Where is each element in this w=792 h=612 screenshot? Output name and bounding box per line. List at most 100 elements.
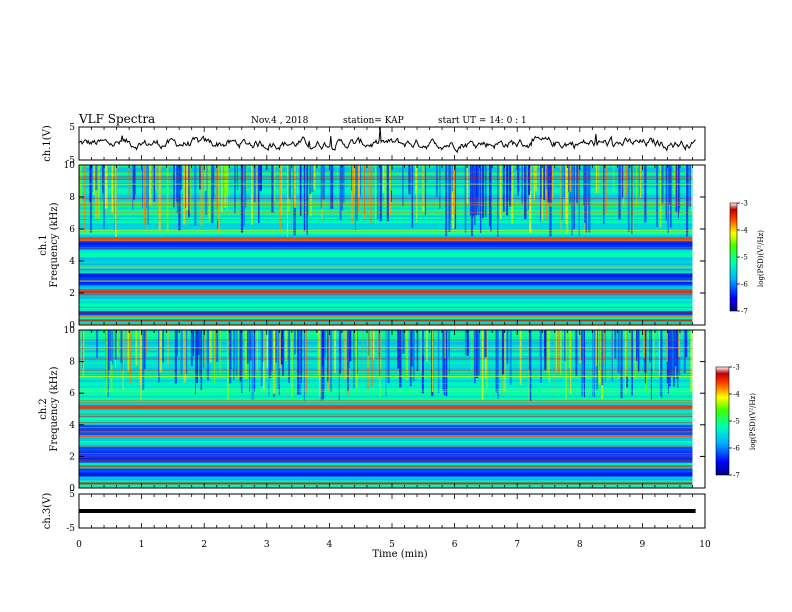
spectrogram-streak — [504, 330, 506, 392]
spectrogram-band — [79, 409, 693, 412]
spectrogram-streak — [211, 165, 214, 224]
spectrogram-band — [79, 277, 693, 280]
spectrogram-streak — [402, 330, 405, 354]
spectrogram-streak — [109, 330, 112, 361]
spectrogram-streak — [329, 165, 331, 210]
spectrogram-streak — [519, 330, 522, 385]
spectrogram-streak — [579, 330, 582, 363]
colorbar-tick-label: -6 — [733, 445, 740, 453]
spectrogram-band — [79, 436, 693, 440]
spectrogram-streak — [239, 330, 242, 382]
spectrogram-streak — [227, 330, 229, 400]
spectrogram-streak — [255, 165, 257, 204]
spectrogram-streak — [180, 165, 182, 190]
spectrogram-band — [79, 478, 693, 481]
spectrogram-streak — [495, 330, 498, 393]
spectrogram-band — [79, 287, 693, 290]
spectrogram-streak — [173, 165, 175, 208]
figure-title: VLF Spectra — [78, 112, 155, 126]
spectrogram-streak — [195, 330, 196, 395]
spectrogram-band — [79, 275, 693, 278]
spectrogram-streak — [478, 330, 481, 376]
spectrogram-streak — [634, 330, 637, 379]
spectrogram-streak — [453, 165, 456, 215]
spectrogram-streak — [563, 165, 565, 198]
spectrogram-band — [79, 468, 693, 471]
spectrogram-streak — [223, 165, 226, 196]
spectrogram-streak — [114, 165, 117, 237]
spectrogram-streak — [95, 165, 97, 220]
spectrogram-band — [79, 307, 693, 310]
spectrogram-band — [79, 426, 693, 430]
spectrogram-streak — [330, 165, 334, 209]
spectrogram-streak — [659, 165, 662, 228]
colorbar-tick-label: -5 — [741, 254, 748, 262]
x-tick-label: 4 — [327, 540, 333, 550]
spectrogram-streak — [202, 330, 205, 369]
spectrogram-streak — [250, 330, 252, 361]
spectrogram-streak — [677, 165, 679, 219]
spectrogram-band — [79, 444, 693, 447]
spectrogram-streak — [299, 165, 302, 216]
spectrogram-gap — [692, 165, 705, 325]
spectrogram-streak — [269, 330, 272, 378]
spectrogram-streak — [370, 165, 373, 223]
spectrogram-streak — [370, 330, 372, 358]
spectrogram-streak — [412, 330, 415, 382]
colorbar-tick-label: -4 — [741, 227, 748, 235]
x-tick-label: 2 — [201, 540, 207, 550]
spectrogram-streak — [166, 165, 169, 232]
spectrogram-streak — [499, 165, 502, 220]
spectrogram-streak — [474, 165, 476, 225]
spectrogram-streak — [362, 330, 364, 371]
spectrogram-streak — [576, 165, 578, 204]
spectrogram-streak — [351, 165, 353, 191]
spectrogram-streak — [216, 165, 218, 209]
spectrogram-band — [79, 405, 693, 408]
spectrogram-streak — [155, 165, 157, 191]
spectrogram-streak — [209, 330, 212, 363]
spectrogram-streak — [636, 165, 638, 207]
spectrogram-streak — [503, 165, 505, 212]
spectrogram-streak — [497, 165, 499, 237]
ch1-waveform-panel: 5 -5 ch.1(V) — [42, 123, 706, 166]
spectrogram-band — [79, 440, 693, 443]
spectrogram-band — [79, 460, 693, 463]
spectrogram-streak — [471, 330, 473, 371]
spectrogram-band — [79, 428, 693, 432]
spectrogram-streak — [580, 330, 583, 361]
spectrogram-band — [79, 311, 693, 314]
spectrogram-streak — [260, 330, 263, 387]
x-tick-label: 3 — [264, 540, 270, 550]
spectrogram-streak — [604, 165, 607, 213]
spectrogram-streak — [593, 330, 596, 398]
spectrogram-streak — [199, 330, 201, 377]
spectrogram-streak — [149, 165, 152, 206]
spectrogram-streak — [240, 330, 243, 394]
y-axis-label: ch.1 — [38, 234, 49, 256]
spectrogram-streak — [603, 165, 605, 224]
spectrogram-streak — [143, 165, 146, 225]
spectrogram-streak — [183, 330, 185, 383]
spectrogram-streak — [577, 165, 580, 200]
spectrogram-streak — [339, 330, 342, 375]
spectrogram-streak — [582, 330, 584, 383]
spectrogram-streak — [140, 330, 142, 401]
spectrogram-streak — [371, 330, 373, 387]
spectrogram-streak — [573, 165, 575, 230]
spectrogram-streak — [246, 330, 249, 364]
spectrogram-streak — [668, 330, 671, 387]
ch2-spectrogram-panel: 0 2 4 6 8 10 ch.2 Frequency (kHz) — [38, 326, 706, 494]
spectrogram-streak — [358, 165, 360, 198]
spectrogram-streak — [354, 165, 357, 231]
spectrogram-streak — [251, 330, 254, 400]
spectrogram-streak — [297, 330, 300, 395]
spectrogram-streak — [377, 165, 379, 220]
spectrogram-streak — [569, 165, 572, 193]
spectrogram-streak — [348, 330, 350, 369]
spectrogram-band — [79, 289, 693, 292]
spectrogram-streak — [372, 330, 375, 361]
spectrogram-streak — [473, 330, 476, 384]
spectrogram-band — [79, 237, 693, 240]
spectrogram-streak — [277, 330, 280, 389]
